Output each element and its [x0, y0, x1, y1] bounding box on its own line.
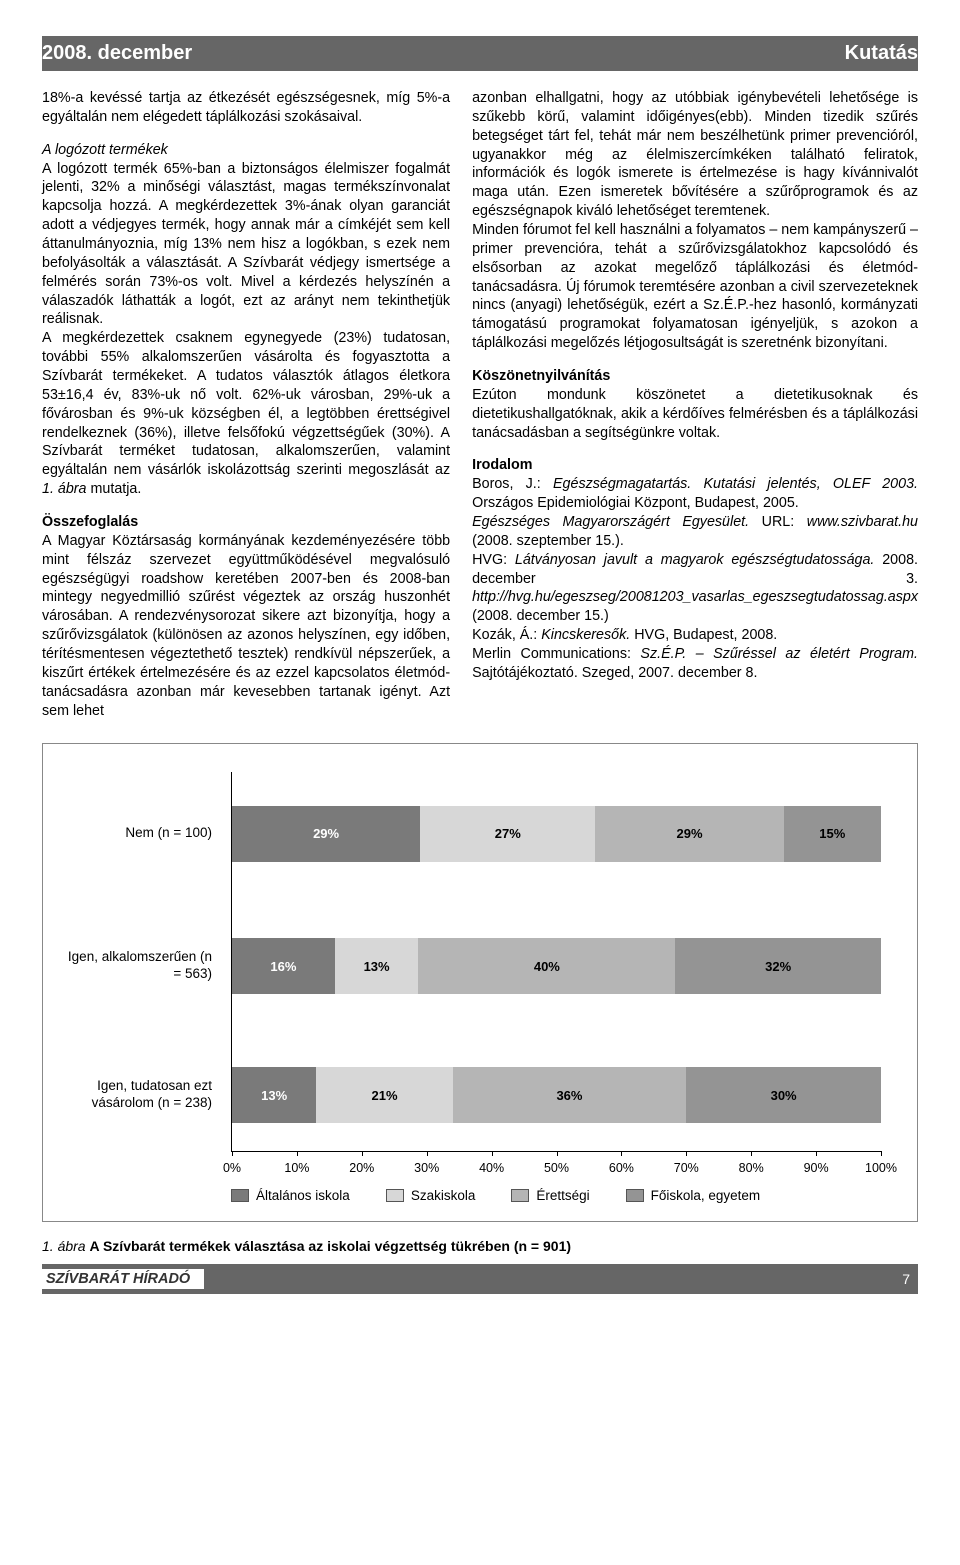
paragraph: A Magyar Köztársaság kormányának kezdemé…: [42, 532, 450, 721]
reference: Merlin Communications: Sz.É.P. – Szűréss…: [472, 645, 918, 683]
page-footer: SZÍVBARÁT HÍRADÓ 7: [42, 1264, 918, 1294]
reference: Kozák, Á.: Kincskeresők. HVG, Budapest, …: [472, 626, 918, 645]
figure-ref: 1. ábra: [42, 481, 87, 497]
chart-xtick-label: 10%: [284, 1161, 309, 1175]
ref-author: HVG:: [472, 552, 515, 568]
chart-bar-row: 29%27%29%15%: [232, 806, 881, 862]
heading-summary: Összefoglalás: [42, 513, 450, 532]
legend-swatch: [386, 1189, 404, 1202]
header-date: 2008. december: [42, 42, 192, 65]
chart-xtick-label: 100%: [865, 1161, 897, 1175]
chart-row-label: Igen, alkalomszerűen (n = 563): [62, 938, 222, 994]
chart-bar-segment: 32%: [675, 938, 881, 994]
chart-xtick-label: 80%: [739, 1161, 764, 1175]
ref-url: www.szivbarat.hu: [807, 514, 918, 530]
legend-label: Szakiskola: [411, 1188, 476, 1203]
reference: HVG: Látványosan javult a magyarok egész…: [472, 551, 918, 626]
chart-bar-segment: 13%: [335, 938, 419, 994]
legend-swatch: [511, 1189, 529, 1202]
chart-legend-item: Szakiskola: [386, 1188, 476, 1203]
page-header: 2008. december Kutatás: [42, 36, 918, 71]
ref-author: Merlin Communications:: [472, 646, 640, 662]
chart-xtick-label: 50%: [544, 1161, 569, 1175]
chart-xtick-label: 40%: [479, 1161, 504, 1175]
legend-label: Általános iskola: [256, 1188, 350, 1203]
chart-container: Nem (n = 100)29%27%29%15%Igen, alkalomsz…: [42, 743, 918, 1222]
text-run: mutatja.: [87, 481, 142, 497]
chart-legend: Általános iskola Szakiskola Érettségi Főisk…: [231, 1188, 889, 1203]
ref-title: Kincskeresők.: [541, 627, 630, 643]
chart-bar-segment: 16%: [232, 938, 335, 994]
body-columns: 18%-a kevéssé tartja az étkezését egészs…: [42, 89, 918, 721]
ref-author: Boros, J.:: [472, 476, 553, 492]
chart-bar-segment: 29%: [595, 806, 783, 862]
text-run: URL:: [749, 514, 807, 530]
subheading: A logózott termékek: [42, 141, 450, 160]
chart-legend-item: Érettségi: [511, 1188, 589, 1203]
chart-xtick-label: 20%: [349, 1161, 374, 1175]
text-run: A megkérdezettek csaknem egynegyede (23%…: [42, 330, 450, 478]
chart-xtick-label: 30%: [414, 1161, 439, 1175]
chart-bar-segment: 15%: [784, 806, 881, 862]
ref-tail: Sajtótájékoztató. Szeged, 2007. december…: [472, 665, 757, 681]
paragraph: A logózott termék 65%-ban a biztonságos …: [42, 160, 450, 330]
chart-bar-segment: 27%: [420, 806, 595, 862]
chart-xtick-label: 70%: [674, 1161, 699, 1175]
ref-tail: HVG, Budapest, 2008.: [630, 627, 777, 643]
ref-tail: Országos Epidemiológiai Központ, Budapes…: [472, 495, 799, 511]
footer-page-number: 7: [902, 1271, 910, 1287]
legend-label: Főiskola, egyetem: [651, 1188, 761, 1203]
chart-xtick-label: 0%: [223, 1161, 241, 1175]
paragraph: A megkérdezettek csaknem egynegyede (23%…: [42, 329, 450, 499]
ref-title: Egészségmagatartás. Kutatási jelentés, O…: [553, 476, 918, 492]
ref-title: Egészséges Magyarországért Egyesület.: [472, 514, 749, 530]
chart-xtick-label: 60%: [609, 1161, 634, 1175]
legend-swatch: [626, 1189, 644, 1202]
chart-bar-segment: 13%: [232, 1067, 316, 1123]
chart-bar-segment: 30%: [686, 1067, 881, 1123]
header-section: Kutatás: [845, 42, 918, 65]
column-right: azonban elhallgatni, hogy az utóbbiak ig…: [472, 89, 918, 721]
reference: Egészséges Magyarországért Egyesület. UR…: [472, 513, 918, 551]
figure-number: 1. ábra: [42, 1238, 89, 1254]
reference: Boros, J.: Egészségmagatartás. Kutatási …: [472, 475, 918, 513]
legend-label: Érettségi: [536, 1188, 589, 1203]
chart-bar-segment: 40%: [418, 938, 675, 994]
chart-plot-area: Nem (n = 100)29%27%29%15%Igen, alkalomsz…: [231, 772, 881, 1152]
text-run: (2008. szeptember 15.).: [472, 533, 624, 549]
figure-caption: 1. ábra A Szívbarát termékek választása …: [42, 1238, 918, 1254]
column-left: 18%-a kevéssé tartja az étkezését egészs…: [42, 89, 450, 721]
chart-row-label: Nem (n = 100): [62, 806, 222, 862]
paragraph: Minden fórumot fel kell használni a foly…: [472, 221, 918, 353]
text-run: (2008. december 15.): [472, 608, 609, 624]
paragraph: azonban elhallgatni, hogy az utóbbiak ig…: [472, 89, 918, 221]
chart-bar-row: 13%21%36%30%: [232, 1067, 881, 1123]
chart-bar-segment: 21%: [316, 1067, 452, 1123]
chart-bar-segment: 29%: [232, 806, 420, 862]
chart-xtick-label: 90%: [804, 1161, 829, 1175]
chart-legend-item: Főiskola, egyetem: [626, 1188, 761, 1203]
paragraph: 18%-a kevéssé tartja az étkezését egészs…: [42, 89, 450, 127]
footer-journal: SZÍVBARÁT HÍRADÓ: [42, 1269, 204, 1289]
paragraph: Ezúton mondunk köszönetet a dietetikusok…: [472, 386, 918, 443]
heading-thanks: Köszönetnyilvánítás: [472, 367, 918, 386]
legend-swatch: [231, 1189, 249, 1202]
chart-bar-row: 16%13%40%32%: [232, 938, 881, 994]
figure-title: A Szívbarát termékek választása az iskol…: [89, 1238, 571, 1254]
ref-url: http://hvg.hu/egeszseg/20081203_vasarlas…: [472, 589, 918, 605]
chart-bar-segment: 36%: [453, 1067, 687, 1123]
heading-references: Irodalom: [472, 456, 918, 475]
ref-author: Kozák, Á.:: [472, 627, 541, 643]
chart-row-label: Igen, tudatosan ezt vásárolom (n = 238): [62, 1067, 222, 1123]
chart-legend-item: Általános iskola: [231, 1188, 350, 1203]
ref-title: Látványosan javult a magyarok egészségtu…: [515, 552, 875, 568]
ref-title: Sz.É.P. – Szűréssel az életért Program.: [640, 646, 918, 662]
